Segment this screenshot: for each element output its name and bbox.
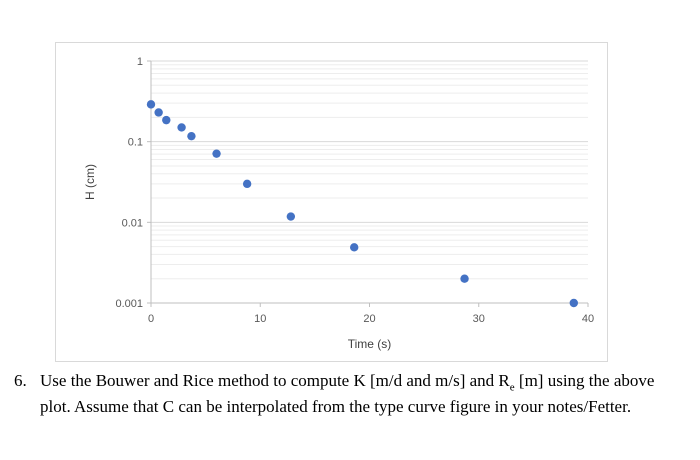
- data-point-0-9: [460, 274, 469, 283]
- x-tick-labels: 0 10 20 30 40: [148, 303, 594, 325]
- data-point-0-3: [177, 123, 186, 132]
- data-point-0-2: [162, 115, 171, 125]
- y-axis-label: H (cm): [83, 164, 97, 200]
- question-text-part-2: [m] using the above plot. Assume that C …: [40, 371, 655, 417]
- data-point-0-1: [154, 108, 163, 117]
- x-tick-label-0: 0: [148, 313, 154, 325]
- y-tick-label-3: 0.001: [115, 298, 143, 310]
- question-text: Use the Bouwer and Rice method to comput…: [40, 371, 680, 417]
- data-point-0-6: [242, 179, 252, 189]
- data-point-0-0: [146, 100, 156, 109]
- x-tick-label-1: 10: [254, 313, 266, 325]
- y-tick-label-0: 1: [137, 56, 143, 68]
- x-tick-label-2: 20: [363, 313, 375, 325]
- scatter-chart: 1 0.1 0.01 0.001 0 10 20 30 40 Time (s) H (cm): [83, 56, 594, 351]
- chart-area: 1 0.1 0.01 0.001 0 10 20 30 40 Time (s) H (cm): [55, 42, 608, 362]
- y-tick-labels: 1 0.1 0.01 0.001: [115, 56, 151, 310]
- question-subscript: e: [509, 381, 515, 394]
- x-tick-label-3: 30: [473, 313, 485, 325]
- data-point-0-4: [187, 131, 196, 141]
- data-point-0-10: [569, 298, 578, 308]
- y-tick-label-2: 0.01: [122, 217, 143, 229]
- data-point-0-5: [212, 149, 221, 158]
- x-tick-label-4: 40: [582, 313, 594, 325]
- question-text-part-1: Use the Bouwer and Rice method to comput…: [40, 371, 510, 390]
- major-gridlines: [151, 60, 588, 223]
- data-point-0-8: [350, 243, 359, 252]
- x-axis-label: Time (s): [348, 337, 392, 351]
- minor-gridlines: [151, 64, 588, 280]
- question-number: 6.: [14, 371, 27, 390]
- data-points: [146, 100, 578, 308]
- data-point-0-7: [286, 212, 296, 221]
- y-tick-label-1: 0.1: [128, 137, 143, 149]
